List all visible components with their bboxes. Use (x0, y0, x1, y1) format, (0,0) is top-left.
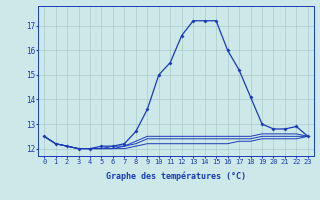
X-axis label: Graphe des températures (°C): Graphe des températures (°C) (106, 171, 246, 181)
